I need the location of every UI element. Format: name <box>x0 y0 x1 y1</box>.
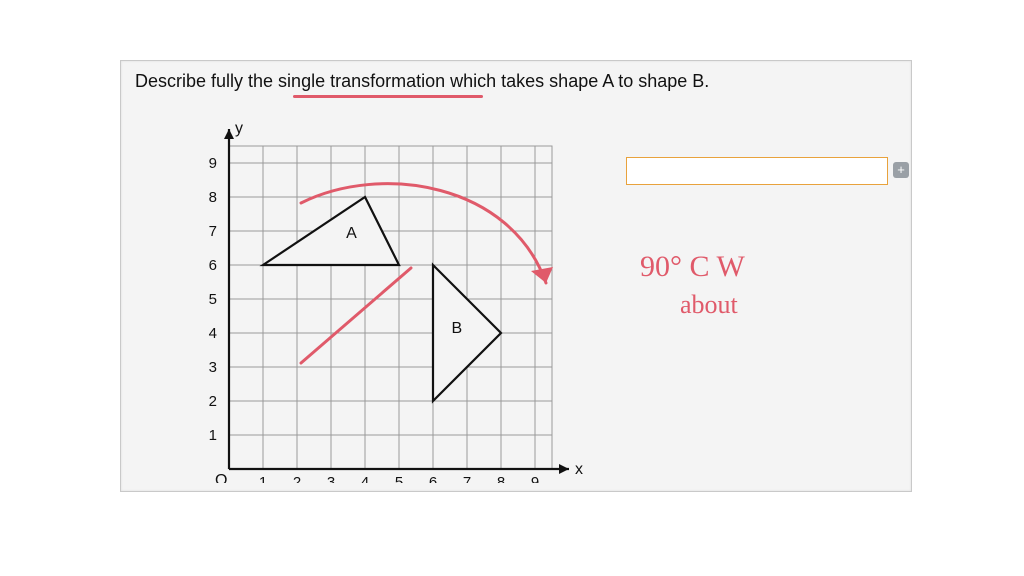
answer-input[interactable]: + <box>626 157 888 185</box>
svg-text:5: 5 <box>395 474 403 483</box>
svg-text:6: 6 <box>209 257 217 274</box>
svg-text:4: 4 <box>209 325 217 342</box>
svg-text:7: 7 <box>463 474 471 483</box>
svg-text:A: A <box>346 225 357 242</box>
svg-text:O: O <box>215 472 227 483</box>
svg-text:1: 1 <box>209 427 217 444</box>
svg-text:B: B <box>451 320 462 337</box>
annotation-line2: about <box>680 290 738 320</box>
svg-text:4: 4 <box>361 474 369 483</box>
coordinate-graph: 1 2 3 4 5 6 7 8 9 1 2 3 4 5 6 7 8 9 Ox y A B <box>151 103 601 483</box>
svg-text:8: 8 <box>497 474 505 483</box>
question-text: Describe fully the single transformation… <box>135 71 709 92</box>
svg-text:2: 2 <box>293 474 301 483</box>
svg-text:x: x <box>575 461 583 478</box>
worksheet-panel: Describe fully the single transformation… <box>120 60 912 492</box>
svg-text:8: 8 <box>209 189 217 206</box>
svg-text:3: 3 <box>327 474 335 483</box>
svg-text:1: 1 <box>259 474 267 483</box>
svg-text:9: 9 <box>209 155 217 172</box>
plus-icon[interactable]: + <box>893 162 909 178</box>
svg-text:5: 5 <box>209 291 217 308</box>
svg-text:6: 6 <box>429 474 437 483</box>
svg-text:2: 2 <box>209 393 217 410</box>
svg-text:y: y <box>235 120 243 137</box>
graph-svg: 1 2 3 4 5 6 7 8 9 1 2 3 4 5 6 7 8 9 Ox y A B <box>151 103 601 483</box>
underline-annotation <box>293 95 483 98</box>
svg-text:3: 3 <box>209 359 217 376</box>
svg-text:7: 7 <box>209 223 217 240</box>
svg-text:9: 9 <box>531 474 539 483</box>
annotation-line1: 90° C W <box>640 250 745 284</box>
